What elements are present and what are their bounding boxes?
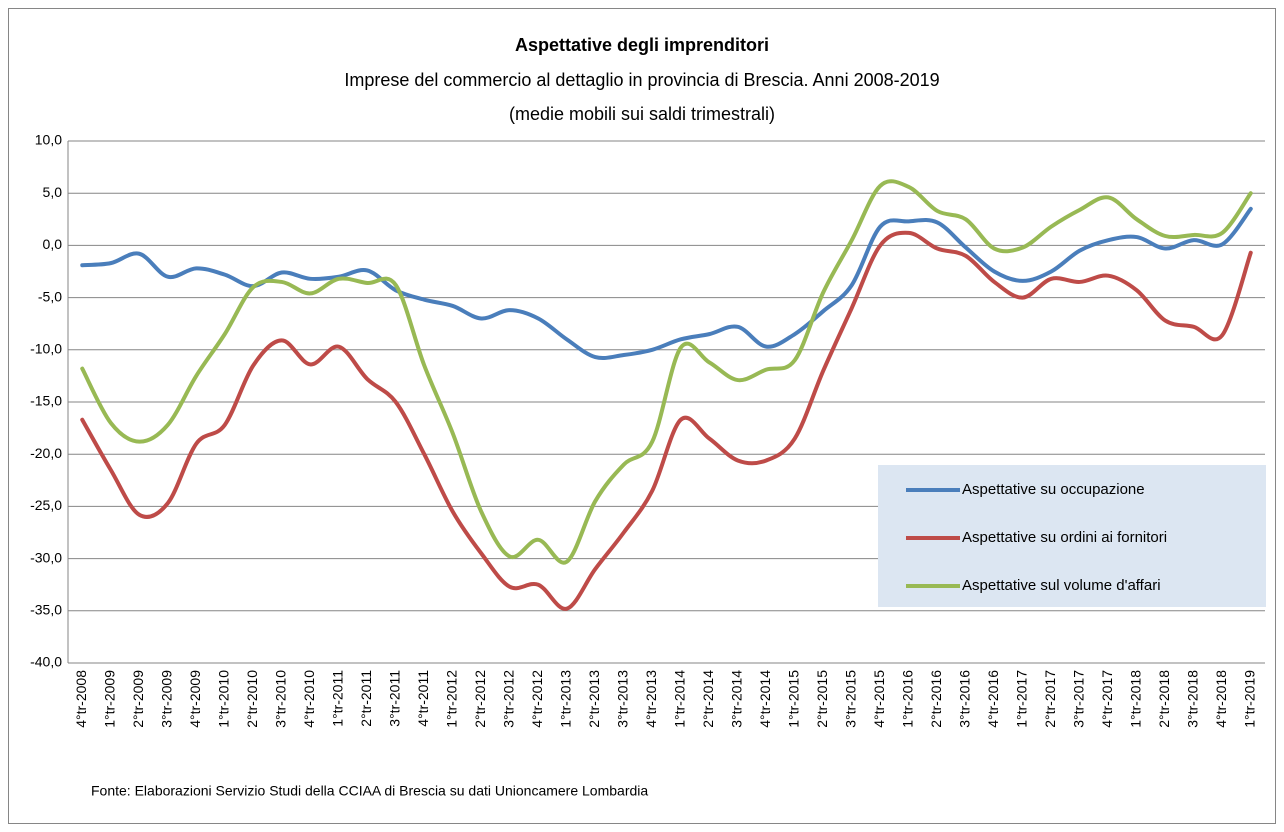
y-tick-label: -35,0 [30, 602, 62, 618]
source-note: Fonte: Elaborazioni Servizio Studi della… [91, 783, 648, 799]
x-tick-label: 4°tr-2010 [301, 670, 317, 728]
x-tick-label: 1°tr-2011 [329, 670, 345, 727]
x-tick-label: 4°tr-2015 [871, 670, 887, 728]
series-line [80, 230, 1253, 611]
x-tick-label: 3°tr-2014 [728, 670, 744, 728]
x-tick-label: 2°tr-2014 [700, 670, 716, 728]
x-tick-label: 1°tr-2010 [215, 670, 231, 728]
chart-title: Aspettative degli imprenditori [515, 35, 769, 55]
x-tick-label: 3°tr-2018 [1184, 670, 1200, 728]
legend-label: Aspettative su occupazione [962, 481, 1145, 498]
x-tick-label: 2°tr-2009 [130, 670, 146, 728]
x-tick-label: 4°tr-2009 [187, 670, 203, 728]
y-tick-label: -25,0 [30, 497, 62, 513]
y-tick-label: -10,0 [30, 341, 62, 357]
x-tick-label: 3°tr-2017 [1070, 670, 1086, 728]
x-tick-label: 1°tr-2012 [443, 670, 459, 728]
x-tick-label: 4°tr-2018 [1213, 670, 1229, 728]
x-tick-label: 3°tr-2016 [956, 670, 972, 728]
x-tick-label: 1°tr-2016 [899, 670, 915, 728]
x-tick-label: 2°tr-2018 [1156, 670, 1172, 728]
x-tick-label: 4°tr-2013 [643, 670, 659, 728]
x-tick-label: 2°tr-2013 [586, 670, 602, 728]
y-tick-label: 10,0 [35, 132, 62, 148]
legend-label: Aspettative sul volume d'affari [962, 577, 1161, 594]
chart-subtitle: (medie mobili sui saldi trimestrali) [509, 104, 775, 124]
x-tick-label: 3°tr-2012 [500, 670, 516, 728]
x-tick-label: 2°tr-2017 [1042, 670, 1058, 728]
x-tick-label: 1°tr-2013 [557, 670, 573, 728]
x-tick-label: 3°tr-2011 [386, 670, 402, 727]
x-tick-label: 4°tr-2012 [529, 670, 545, 728]
y-tick-label: 5,0 [43, 184, 63, 200]
x-tick-label: 1°tr-2015 [785, 670, 801, 728]
x-tick-label: 2°tr-2011 [358, 670, 374, 727]
y-tick-label: -20,0 [30, 445, 62, 461]
x-tick-label: 2°tr-2010 [244, 670, 260, 728]
series-line [80, 206, 1253, 361]
x-tick-label: 4°tr-2016 [985, 670, 1001, 728]
series-line [80, 179, 1253, 565]
x-tick-label: 3°tr-2010 [272, 670, 288, 728]
x-tick-label: 1°tr-2017 [1013, 670, 1029, 728]
chart-border [8, 8, 1276, 824]
x-tick-label: 2°tr-2015 [814, 670, 830, 728]
x-tick-label: 3°tr-2013 [614, 670, 630, 728]
x-tick-label: 1°tr-2018 [1127, 670, 1143, 728]
x-tick-label: 4°tr-2014 [757, 670, 773, 728]
x-tick-label: 4°tr-2011 [415, 670, 431, 727]
y-tick-label: -30,0 [30, 549, 62, 565]
x-tick-label: 3°tr-2015 [842, 670, 858, 728]
x-tick-label: 1°tr-2014 [671, 670, 687, 728]
x-tick-label: 4°tr-2008 [73, 670, 89, 728]
x-tick-label: 1°tr-2009 [101, 670, 117, 728]
x-tick-label: 2°tr-2016 [928, 670, 944, 728]
y-tick-label: 0,0 [43, 236, 63, 252]
x-tick-label: 2°tr-2012 [472, 670, 488, 728]
y-tick-label: -40,0 [30, 654, 62, 670]
legend-label: Aspettative su ordini ai fornitori [962, 529, 1167, 546]
y-tick-label: -15,0 [30, 393, 62, 409]
y-tick-label: -5,0 [38, 288, 62, 304]
x-tick-label: 1°tr-2019 [1241, 670, 1257, 728]
chart-subtitle: Imprese del commercio al dettaglio in pr… [344, 70, 939, 90]
x-tick-label: 4°tr-2017 [1099, 670, 1115, 728]
x-tick-label: 3°tr-2009 [158, 670, 174, 728]
